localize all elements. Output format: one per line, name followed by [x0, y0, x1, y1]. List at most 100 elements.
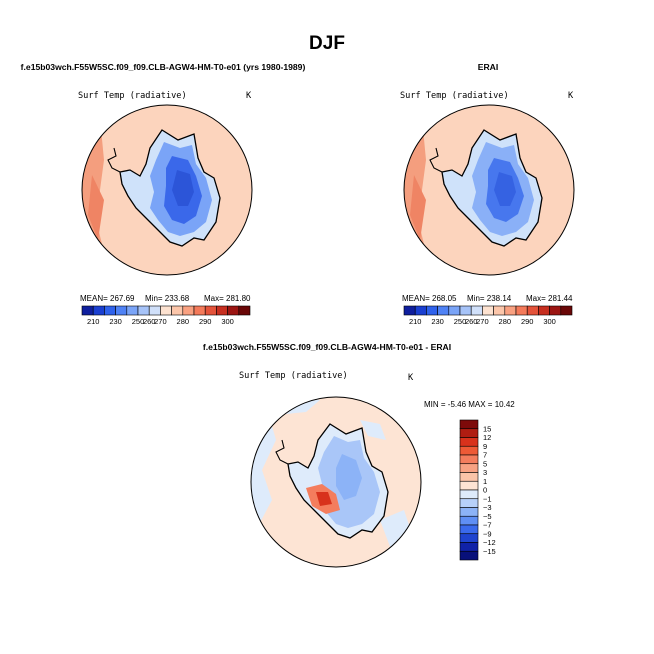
- colorbar-swatch: [504, 305, 517, 316]
- antarctic-coastline: [287, 423, 389, 539]
- colorbar-tick-label: 290: [521, 317, 534, 326]
- cool-anomaly-field: [360, 420, 386, 440]
- colorbar-swatch: [238, 305, 251, 316]
- panel-erai-subtitle: ERAI: [478, 62, 499, 72]
- colorbar-tick-label: 280: [499, 317, 512, 326]
- colorbar-tick-label: 280: [177, 317, 190, 326]
- panel-model-subtitle: f.e15b03wch.F55W5SC.f09_f09.CLB-AGW4-HM-…: [21, 62, 306, 72]
- colorbar-swatch: [470, 305, 483, 316]
- colorbar-swatch: [459, 515, 479, 526]
- colorbar-tick-label: 5: [483, 459, 487, 468]
- colorbar-tick-label: 15: [483, 424, 491, 433]
- colorbar-tick-label: 260: [465, 317, 478, 326]
- colorbar-swatch: [526, 305, 539, 316]
- colorbar-swatch: [227, 305, 240, 316]
- colorbar-swatch: [426, 305, 438, 316]
- ice-sheet-core-field: [494, 172, 516, 206]
- panel-diff-variable: Surf Temp (radiative): [239, 371, 348, 381]
- ice-sheet-core-field: [172, 170, 194, 206]
- colorbar-swatch: [171, 305, 184, 316]
- colorbar-swatch: [459, 445, 479, 456]
- figure-title: DJF: [309, 33, 345, 54]
- colorbar-swatch: [148, 305, 161, 316]
- colorbar-tick-label: 260: [143, 317, 156, 326]
- panel-erai-units: K: [568, 91, 574, 101]
- colorbar-tick-label: 0: [483, 486, 487, 495]
- colorbar-tick-label: 12: [483, 433, 491, 442]
- colorbar-tick-label: 300: [221, 317, 234, 326]
- colorbar-swatch: [193, 305, 206, 316]
- colorbar-swatch: [459, 305, 472, 316]
- colorbar-swatch: [182, 305, 195, 316]
- colorbar-tick-label: 7: [483, 451, 487, 460]
- panel-model: f.e15b03wch.F55W5SC.f09_f09.CLB-AGW4-HM-…: [21, 62, 306, 326]
- colorbar-tick-label: −1: [483, 494, 492, 503]
- colorbar-swatch: [459, 419, 479, 430]
- colorbar-tick-label: 250: [132, 317, 145, 326]
- peninsula-coastline: [275, 439, 289, 465]
- colorbar-tick-label: −7: [483, 521, 492, 530]
- colorbar-swatch: [459, 480, 479, 491]
- colorbar-swatch: [216, 305, 228, 316]
- panel-erai-map-border: [403, 104, 575, 276]
- colorbar-tick-label: 270: [154, 317, 167, 326]
- panel-diff-subtitle: f.e15b03wch.F55W5SC.f09_f09.CLB-AGW4-HM-…: [203, 342, 451, 352]
- warm-anomaly-core: [316, 492, 332, 506]
- colorbar-tick-label: 230: [431, 317, 444, 326]
- colorbar-swatch: [204, 305, 217, 316]
- panel-erai-variable: Surf Temp (radiative): [400, 91, 509, 101]
- panel-erai: ERAI Surf Temp (radiative) K MEAN= 268.0…: [400, 62, 575, 326]
- colorbar-swatch: [459, 542, 479, 552]
- colorbar-swatch: [459, 498, 479, 508]
- colorbar-tick-label: −9: [483, 529, 492, 538]
- colorbar-swatch: [538, 305, 550, 316]
- warm-core-field: [410, 175, 426, 240]
- colorbar-swatch: [459, 437, 479, 447]
- colorbar-tick-label: 230: [109, 317, 122, 326]
- colorbar-swatch: [459, 428, 479, 438]
- colorbar-swatch: [414, 305, 427, 316]
- colorbar-tick-label: 3: [483, 468, 487, 477]
- colorbar-swatch: [448, 305, 461, 316]
- antarctic-coastline: [441, 129, 543, 247]
- ice-sheet-anomaly-core: [336, 454, 362, 500]
- panel-diff-minmax: MIN = -5.46 MAX = 10.42: [424, 400, 515, 409]
- panel-model-mean: MEAN= 267.69: [80, 294, 135, 303]
- panel-difference: f.e15b03wch.F55W5SC.f09_f09.CLB-AGW4-HM-…: [203, 342, 515, 568]
- colorbar-swatch: [160, 305, 172, 316]
- colorbar-swatch: [459, 507, 479, 517]
- colorbar-swatch: [459, 472, 479, 482]
- panel-erai-min: Min= 238.14: [467, 294, 512, 303]
- colorbar-swatch: [482, 305, 494, 316]
- colorbar-tick-label: −3: [483, 503, 492, 512]
- colorbar-swatch: [115, 305, 128, 316]
- panel-model-map-border: [81, 104, 253, 276]
- colorbar-swatch: [459, 524, 479, 535]
- peninsula-coastline: [107, 147, 121, 173]
- panel-erai-max: Max= 281.44: [526, 294, 573, 303]
- colorbar-tick-label: 250: [454, 317, 467, 326]
- colorbar-swatch: [549, 305, 562, 316]
- panel-model-variable: Surf Temp (radiative): [78, 91, 187, 101]
- panel-model-units: K: [246, 91, 252, 101]
- antarctic-coastline: [119, 129, 221, 247]
- warm-core-field: [88, 175, 104, 240]
- colorbar-swatch: [104, 305, 116, 316]
- colorbar-tick-label: −5: [483, 512, 492, 521]
- colorbar-swatch: [493, 305, 506, 316]
- colorbar-tick-label: 300: [543, 317, 556, 326]
- panel-diff-map-border: [250, 396, 422, 568]
- colorbar-tick-label: 9: [483, 442, 487, 451]
- panel-model-min: Min= 233.68: [145, 294, 190, 303]
- colorbar-swatch: [560, 305, 573, 316]
- colorbar-swatch: [126, 305, 139, 316]
- colorbar-tick-label: 290: [199, 317, 212, 326]
- colorbar-swatch: [81, 305, 94, 316]
- colorbar-swatch: [92, 305, 105, 316]
- panel-diff-units: K: [408, 373, 414, 383]
- colorbar-tick-label: −12: [483, 538, 496, 547]
